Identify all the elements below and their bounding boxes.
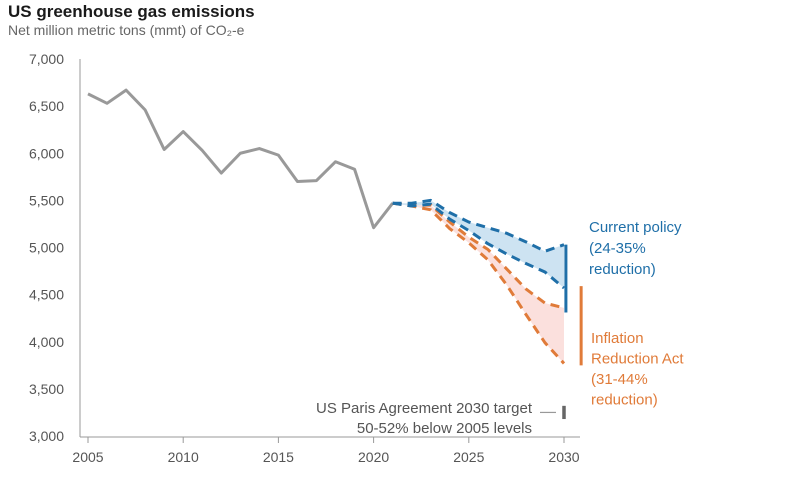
series-line-ira-low	[392, 201, 566, 365]
ira-label: reduction)	[591, 392, 658, 409]
y-tick-label: 4,500	[29, 287, 64, 303]
current-policy-label: Current policy	[589, 219, 682, 236]
y-tick-label: 3,500	[29, 381, 64, 397]
y-tick-label: 6,000	[29, 145, 64, 161]
y-tick-label: 7,000	[29, 51, 64, 67]
y-tick-label: 5,500	[29, 192, 64, 208]
series-line-current-policy-high	[392, 198, 565, 253]
paris-target-label: US Paris Agreement 2030 target	[316, 400, 533, 417]
series-line-current-policy-low	[392, 201, 565, 290]
y-tick-label: 4,000	[29, 334, 64, 350]
x-tick-label: 2030	[548, 449, 579, 465]
series-line-historical	[87, 88, 394, 230]
y-tick-label: 6,500	[29, 98, 64, 114]
ira-label: Inflation	[591, 330, 644, 347]
y-tick-label: 5,000	[29, 240, 64, 256]
current-policy-label: (24-35%	[589, 240, 646, 257]
x-tick-label: 2015	[263, 449, 294, 465]
paris-target-label: 50-52% below 2005 levels	[357, 420, 532, 437]
chart-title: US greenhouse gas emissions	[8, 2, 255, 21]
ira-label: Reduction Act	[591, 351, 684, 368]
x-tick-label: 2020	[358, 449, 389, 465]
current-policy-range-band	[392, 200, 564, 289]
current-policy-label: reduction)	[589, 261, 656, 278]
x-tick-label: 2010	[168, 449, 199, 465]
y-tick-label: 3,000	[29, 428, 64, 444]
x-tick-label: 2025	[453, 449, 484, 465]
ira-label: (31-44%	[591, 371, 648, 388]
x-tick-label: 2005	[72, 449, 103, 465]
chart-subtitle: Net million metric tons (mmt) of CO₂-e	[8, 22, 245, 38]
